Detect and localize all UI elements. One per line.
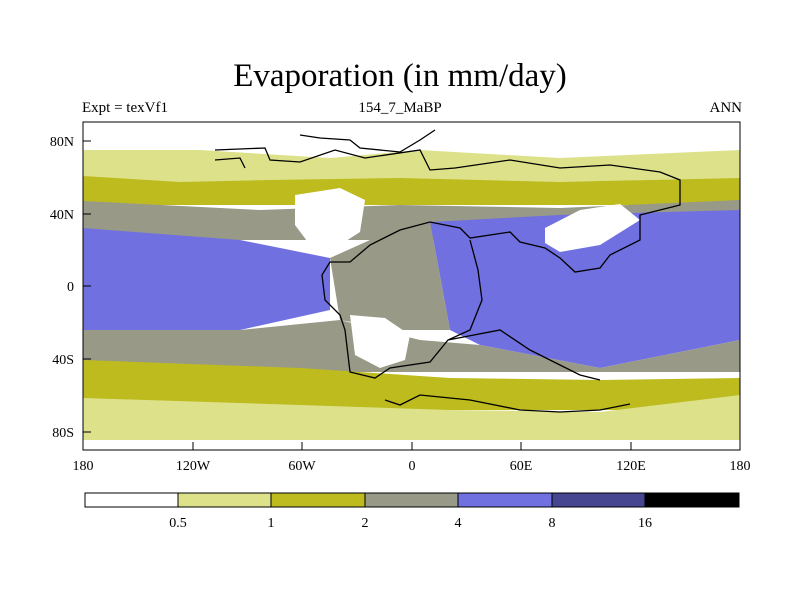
colorbar-swatch — [457, 492, 553, 508]
band-tropics — [83, 228, 330, 330]
dry-area-ne — [545, 204, 640, 252]
lat-tick-label: 0 — [67, 280, 74, 295]
band-tropics-east — [430, 210, 740, 368]
colorbar-swatch — [84, 492, 179, 508]
lon-tick-label: 180 — [73, 459, 94, 474]
colorbar-label: 0.5 — [169, 516, 187, 531]
band-high-lat-s — [83, 395, 740, 440]
band-subtrop-s — [83, 320, 740, 372]
lat-tick-label: 80S — [52, 426, 74, 441]
lat-tick-label: 40N — [50, 208, 74, 223]
lon-tick-label: 180 — [730, 459, 751, 474]
coastline — [214, 147, 681, 381]
lon-tick-label: 0 — [409, 459, 416, 474]
season-label: ANN — [709, 100, 743, 116]
colorbar-label: 16 — [638, 516, 652, 531]
lon-tick-label: 120E — [616, 459, 646, 474]
colorbar-label: 2 — [362, 516, 369, 531]
dry-area-n — [83, 122, 740, 148]
colorbar-swatch — [177, 492, 272, 508]
lat-axis: 80N 40N 0 40S 80S — [50, 135, 91, 441]
dry-area-nw — [295, 188, 365, 248]
band-mid-lat-n — [83, 176, 740, 205]
lat-tick-label: 80N — [50, 135, 74, 150]
coastline-arctic — [214, 129, 631, 413]
period-label: 154_7_MaBP — [358, 100, 442, 116]
colorbar-label: 1 — [268, 516, 275, 531]
lon-axis: 180 120W 60W 0 60E 120E 180 — [73, 442, 751, 474]
colorbar-swatch — [270, 492, 366, 508]
map-title: Evaporation (in mm/day) — [233, 58, 567, 94]
map-field — [83, 122, 740, 450]
lon-tick-label: 60W — [288, 459, 316, 474]
colorbar-label: 8 — [549, 516, 556, 531]
band-mid-lat-s — [83, 360, 740, 410]
lon-tick-label: 120W — [176, 459, 211, 474]
colorbar: 0.5 1 2 4 8 16 — [84, 492, 740, 531]
colorbar-label: 4 — [455, 516, 462, 531]
dry-area-s — [350, 315, 410, 368]
band-eq-land — [330, 222, 450, 330]
colorbar-swatch — [551, 492, 646, 508]
experiment-label: Expt = texVf1 — [82, 100, 168, 116]
lat-tick-label: 40S — [52, 353, 74, 368]
lon-tick-label: 60E — [510, 459, 533, 474]
colorbar-swatch — [364, 492, 459, 508]
colorbar-swatch — [644, 492, 740, 508]
